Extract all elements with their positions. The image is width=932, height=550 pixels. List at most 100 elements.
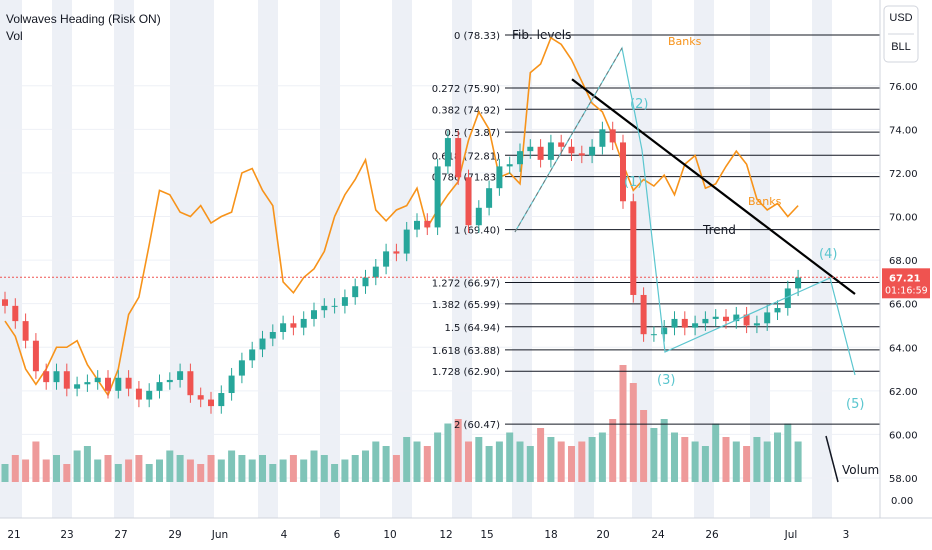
weekend-band [320,0,340,518]
candle [486,180,493,216]
candle [372,259,379,286]
volume-bar [53,455,60,482]
candle-body [692,323,699,328]
volume-bar [217,459,225,482]
candle-body [2,299,8,306]
candle-body [53,371,60,383]
volume-bar [794,441,802,482]
volume-bar [104,455,112,482]
candle [671,311,678,336]
volume-bar [207,455,215,482]
candle [280,315,287,340]
volume-bar [341,459,349,482]
candle-body [795,277,802,289]
volume-bar [712,423,720,482]
volume-bar [444,423,452,482]
time-tick-label: 29 [168,529,181,541]
candle [465,169,472,233]
candle-body [362,277,369,287]
trend-label: Trend [702,223,736,237]
currency-button[interactable]: USD [889,12,913,24]
weekend-bands [0,0,832,518]
candle-body [712,316,719,319]
candle-body [630,201,637,295]
candle-body [177,371,184,380]
volume-bar [671,432,678,482]
candle-body [681,318,688,328]
candle [506,156,513,175]
volume-bar [753,437,761,482]
time-tick-label: 24 [651,529,665,541]
weekend-band [0,0,22,518]
candle-body [125,377,132,389]
volume-indicator-label: Vol [6,29,23,43]
candle [290,315,297,336]
candle [517,143,523,172]
wave-label-3: (3) [657,373,675,388]
volume-bar [547,437,555,482]
volume-bar [135,455,143,482]
candle [321,298,328,318]
candle-body [280,323,287,333]
fib-level-label: 2 (60.47) [454,420,500,431]
candle-body [12,305,19,322]
candle [640,287,647,342]
volume-bar [259,455,266,482]
candle [238,352,245,384]
weekend-band [52,0,72,518]
price-tick-label: 76.00 [889,82,918,93]
candle-body [269,332,276,339]
candle-body [743,314,750,326]
candle-body [599,129,606,147]
candle [177,363,184,388]
wave-label-1: (1) [624,175,642,190]
volume-bar [11,455,19,482]
time-tick-label: Jun [211,529,228,541]
volume-bar [248,459,256,482]
candle-body [733,314,740,322]
volume-bar [63,464,71,482]
banks-label-top: Banks [668,35,702,48]
candle [537,139,544,168]
candle [135,381,142,408]
volume-bar [176,455,184,482]
weekend-band [170,0,214,518]
candle [764,304,771,331]
candle-body [455,138,462,178]
volume-bar [197,464,205,482]
candle [661,320,668,342]
volume-bar [125,459,133,482]
candle-body [414,220,420,230]
candle-body [496,166,503,189]
candle-body [568,146,575,154]
unit-button[interactable]: BLL [891,41,911,53]
volume-bar [289,455,297,482]
candle-body [424,220,431,228]
volume-bar [145,464,153,482]
candle-body [259,338,266,350]
volume-pointer-line [825,435,839,483]
candle-body [661,327,668,335]
fib-level-label: 0.272 (75.90) [432,84,500,95]
volume-bar [578,441,586,482]
volume-bar [156,459,163,482]
volume-bar [619,365,627,482]
volume-bar [362,450,369,482]
volume-bar [1,464,9,482]
candle [692,315,699,336]
candle [568,139,575,161]
weekend-band [694,0,714,518]
price-axis-bg [880,0,932,518]
fib-level-label: 0.618 (72.81) [432,151,500,162]
candle [166,372,173,390]
time-tick-label: 6 [334,529,341,541]
candle [269,324,276,347]
candle [84,374,91,392]
wave-label-4: (4) [819,247,837,262]
candle-body [486,188,493,208]
candle [475,200,482,233]
candle-body [74,384,81,389]
candle-body [620,142,626,202]
